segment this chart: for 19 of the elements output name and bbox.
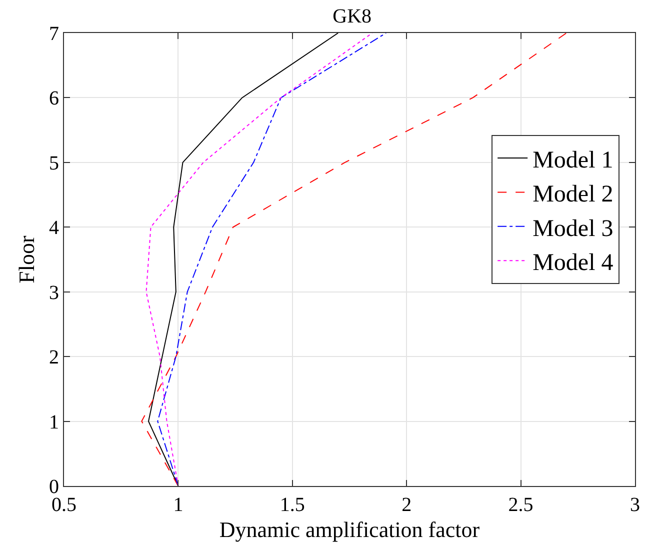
- x-tick-label: 2.5: [508, 494, 534, 516]
- x-tick-label: 1.5: [280, 494, 305, 516]
- legend-label: Model 1: [532, 147, 614, 174]
- y-tick-label: 2: [49, 346, 59, 369]
- y-tick-label: 6: [49, 88, 59, 110]
- y-axis-title: Floor: [14, 234, 39, 284]
- legend-label: Model 3: [532, 216, 614, 242]
- legend-label: Model 2: [532, 182, 614, 208]
- legend-label: Model 4: [532, 250, 614, 276]
- x-tick-label: 3: [630, 494, 640, 516]
- y-tick-label: 1: [49, 411, 59, 434]
- y-tick-label: 7: [49, 23, 59, 45]
- y-tick-label: 3: [49, 282, 59, 304]
- x-axis-title: Dynamic amplification factor: [219, 516, 480, 542]
- x-tick-label: 2: [402, 494, 412, 516]
- y-tick-label: 5: [49, 152, 59, 174]
- x-tick-label: 1: [173, 494, 184, 516]
- y-tick-label: 4: [49, 217, 59, 240]
- chart-title: GK8: [332, 5, 372, 28]
